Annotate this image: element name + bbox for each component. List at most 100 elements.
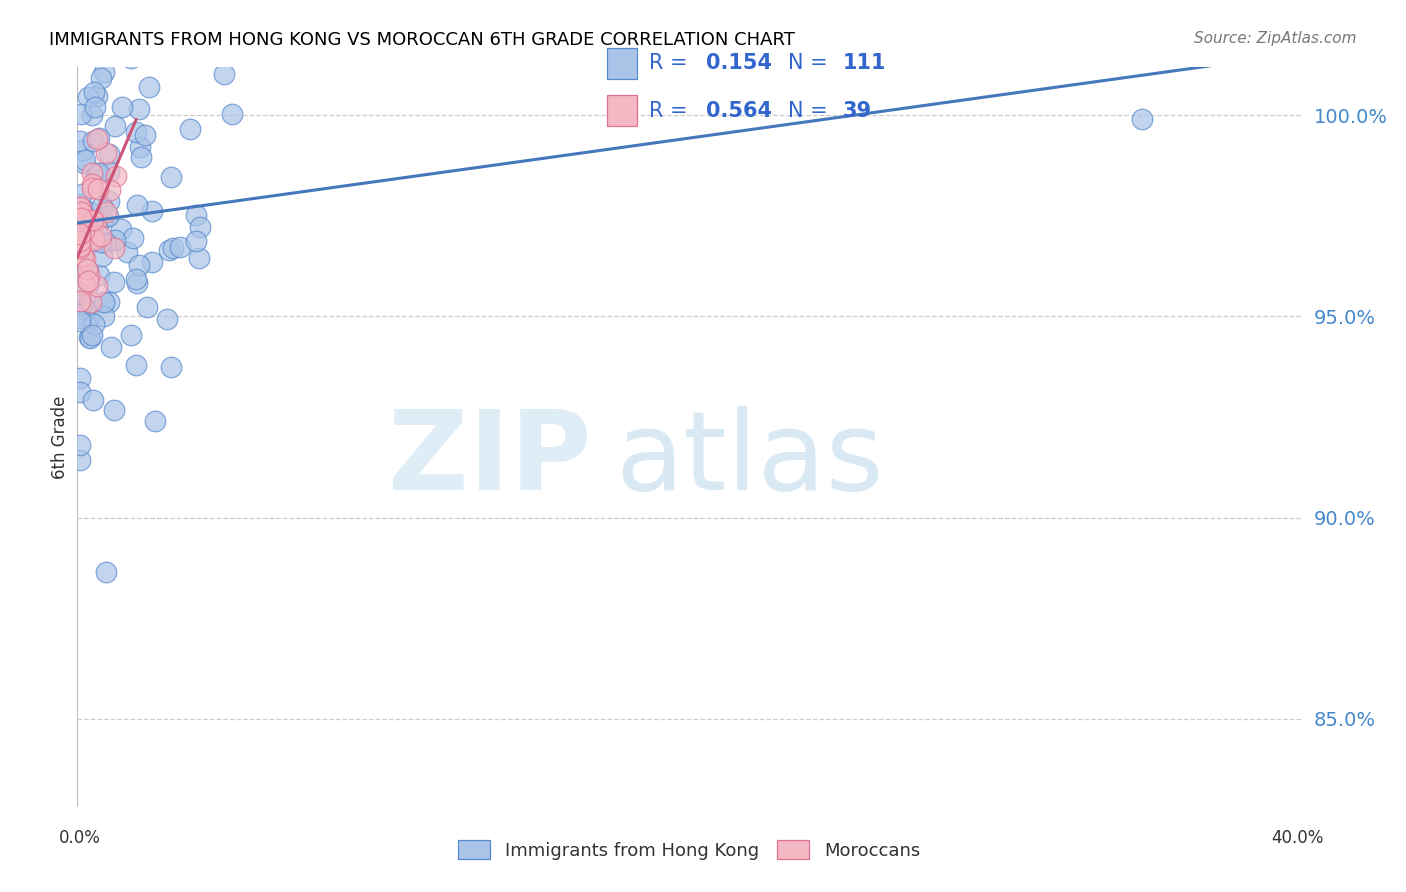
Point	[129, 150, 152, 164]
Point	[84, 167, 107, 181]
Point	[89, 166, 111, 180]
Point	[76, 211, 98, 226]
Point	[83, 9, 105, 23]
Point	[69, 200, 91, 214]
Point	[80, 294, 103, 309]
Point	[86, 278, 108, 293]
Point	[86, 166, 108, 180]
Point	[186, 234, 208, 248]
Point	[125, 276, 148, 290]
Point	[128, 140, 150, 154]
Point	[70, 297, 93, 311]
Point	[90, 71, 112, 86]
Point	[69, 235, 91, 249]
Point	[69, 239, 91, 253]
Point	[69, 200, 91, 214]
Text: 40.0%: 40.0%	[1271, 829, 1324, 847]
Point	[143, 414, 166, 428]
Point	[79, 331, 101, 345]
Point	[101, 34, 124, 48]
Point	[77, 274, 100, 288]
Point	[82, 177, 104, 191]
Point	[72, 249, 94, 263]
Point	[79, 5, 101, 20]
Point	[93, 295, 115, 310]
Point	[76, 262, 98, 277]
Point	[77, 264, 100, 278]
Point	[82, 231, 104, 245]
Point	[103, 241, 125, 255]
Point	[69, 227, 91, 242]
Point	[87, 131, 110, 145]
Point	[93, 295, 115, 310]
Point	[69, 211, 91, 225]
Point	[69, 234, 91, 248]
Point	[90, 199, 112, 213]
Point	[94, 204, 117, 219]
Text: IMMIGRANTS FROM HONG KONG VS MOROCCAN 6TH GRADE CORRELATION CHART: IMMIGRANTS FROM HONG KONG VS MOROCCAN 6T…	[49, 31, 794, 49]
Point	[79, 204, 101, 219]
Point	[79, 268, 101, 283]
Point	[120, 328, 142, 343]
Point	[70, 219, 93, 233]
Point	[80, 166, 103, 180]
Point	[98, 146, 121, 161]
Point	[70, 187, 93, 202]
Point	[73, 224, 96, 238]
Point	[97, 165, 120, 179]
Point	[83, 317, 105, 331]
Point	[77, 277, 100, 292]
Point	[69, 452, 91, 467]
Point	[103, 275, 125, 289]
Point	[72, 144, 94, 158]
Point	[179, 122, 201, 136]
Point	[93, 310, 115, 324]
Bar	[606, 48, 637, 78]
Bar	[606, 95, 637, 126]
Y-axis label: 6th Grade: 6th Grade	[51, 395, 69, 479]
Point	[136, 300, 159, 314]
Point	[82, 134, 104, 148]
Point	[69, 385, 91, 400]
Point	[70, 204, 93, 219]
Point	[80, 181, 103, 195]
Point	[94, 145, 117, 160]
Point	[82, 327, 104, 342]
Point	[69, 294, 91, 309]
Point	[111, 100, 134, 114]
Legend: Immigrants from Hong Kong, Moroccans: Immigrants from Hong Kong, Moroccans	[449, 830, 929, 869]
Point	[97, 209, 120, 223]
Point	[138, 80, 160, 95]
Point	[169, 240, 191, 254]
Point	[93, 65, 115, 79]
Point	[70, 288, 93, 302]
Point	[157, 243, 180, 257]
Point	[80, 108, 103, 122]
Point	[75, 153, 97, 167]
Point	[222, 15, 245, 29]
Point	[83, 233, 105, 247]
Point	[120, 42, 142, 56]
Point	[83, 85, 105, 99]
Point	[69, 313, 91, 327]
Point	[110, 222, 132, 236]
Point	[73, 268, 96, 282]
Point	[120, 51, 142, 65]
Point	[97, 194, 120, 208]
Text: ZIP: ZIP	[388, 406, 591, 513]
Point	[70, 107, 93, 121]
Point	[104, 169, 127, 184]
Point	[98, 295, 121, 310]
Point	[104, 119, 127, 133]
Point	[125, 125, 148, 139]
Text: N =: N =	[787, 54, 828, 73]
Text: N =: N =	[787, 101, 828, 120]
Point	[221, 107, 243, 121]
Point	[69, 240, 91, 254]
Point	[134, 128, 156, 143]
Point	[141, 203, 163, 218]
Point	[160, 170, 183, 185]
Point	[104, 233, 127, 247]
Point	[1130, 112, 1153, 127]
Point	[96, 566, 118, 580]
